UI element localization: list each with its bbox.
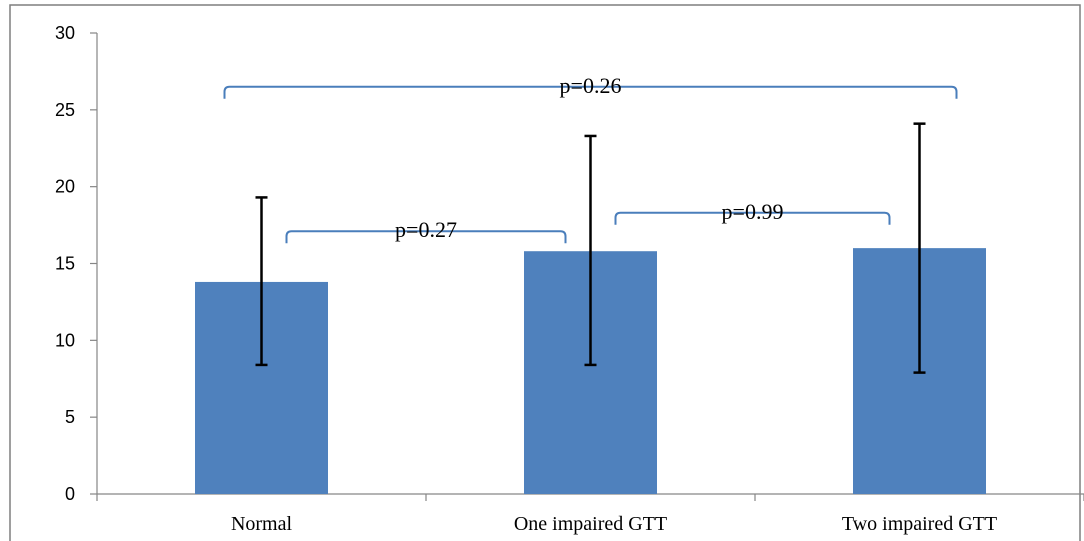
error-bars xyxy=(255,122,926,374)
y-axis: 0 5 10 15 20 25 30 xyxy=(55,23,98,504)
y-tick-label: 15 xyxy=(55,254,75,274)
p-value-label: p=0.26 xyxy=(560,73,622,98)
significance-brackets: p=0.26 p=0.27 p=0.99 xyxy=(223,73,958,244)
significance-bracket xyxy=(285,230,567,244)
significance-bracket xyxy=(223,85,958,99)
p-value-label: p=0.99 xyxy=(722,199,784,224)
x-tick-label: Normal xyxy=(231,513,293,535)
chart-frame xyxy=(9,4,1081,541)
x-tick-label: One impaired GTT xyxy=(514,513,667,535)
x-tick-label: Two impaired GTT xyxy=(842,513,997,535)
y-tick-label: 5 xyxy=(65,407,75,427)
y-tick-label: 30 xyxy=(55,23,75,43)
y-tick-label: 10 xyxy=(55,330,75,350)
p-value-label: p=0.27 xyxy=(395,217,457,242)
y-tick-label: 0 xyxy=(65,484,75,504)
x-axis: Normal One impaired GTT Two impaired GTT xyxy=(96,493,1084,535)
y-tick-label: 20 xyxy=(55,177,75,197)
significance-bracket xyxy=(614,211,891,225)
y-tick-label: 25 xyxy=(55,100,75,120)
